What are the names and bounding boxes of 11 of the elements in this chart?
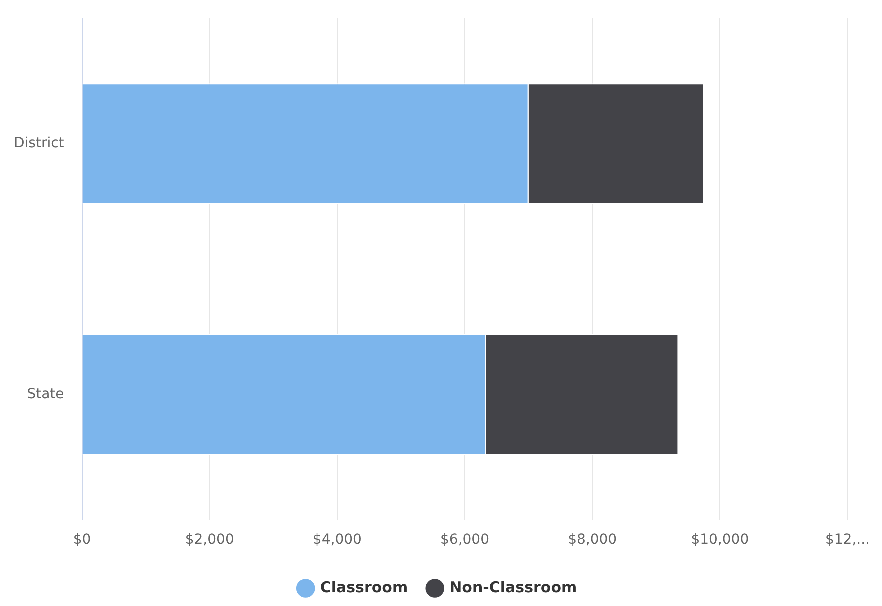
x-tick-label: $4,000 bbox=[312, 532, 362, 548]
x-tick-label: $2,000 bbox=[185, 532, 234, 548]
x-tick-label: $12,... bbox=[825, 532, 870, 548]
y-tick-label: District bbox=[14, 135, 65, 152]
x-tick-label: $10,000 bbox=[691, 532, 750, 548]
x-tick-label: $8,000 bbox=[568, 532, 618, 548]
legend-label: Non-Classroom bbox=[450, 578, 578, 596]
x-tick-label: $6,000 bbox=[440, 532, 490, 548]
legend-label: Classroom bbox=[320, 578, 408, 596]
y-tick-label: State bbox=[27, 386, 64, 402]
x-tick-label: $0 bbox=[73, 532, 92, 548]
